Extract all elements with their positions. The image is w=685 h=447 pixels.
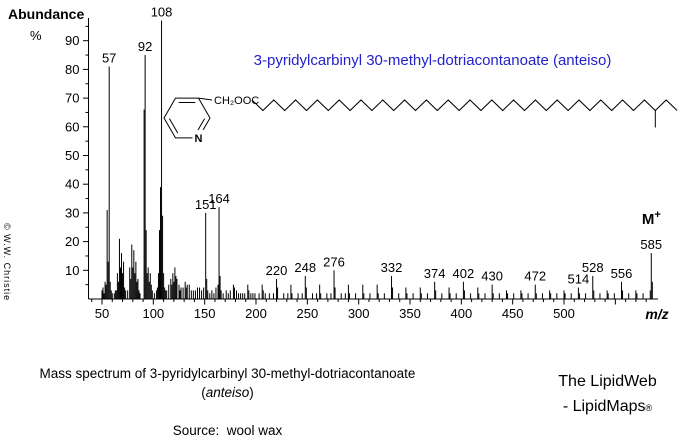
registered-mark: ®	[645, 403, 653, 413]
svg-text:150: 150	[194, 306, 216, 321]
svg-text:220: 220	[266, 263, 288, 278]
svg-text:30: 30	[65, 205, 79, 220]
svg-text:164: 164	[208, 191, 230, 206]
paren-open: (	[201, 385, 206, 400]
y-axis-title: Abundance	[8, 6, 85, 22]
svg-text:50: 50	[65, 148, 79, 163]
svg-text:430: 430	[481, 269, 503, 284]
svg-text:151: 151	[195, 197, 217, 212]
svg-text:10: 10	[65, 263, 79, 278]
x-axis-label: m/z	[645, 306, 668, 322]
svg-text:514: 514	[568, 272, 590, 287]
svg-text:40: 40	[65, 177, 79, 192]
source-line: Source: wool wax	[172, 423, 283, 438]
svg-text:57: 57	[102, 51, 116, 66]
brand-block: The LipidWeb - LipidMaps®	[535, 369, 680, 421]
svg-text:500: 500	[553, 306, 575, 321]
svg-text:276: 276	[323, 254, 345, 269]
svg-text:200: 200	[245, 306, 267, 321]
brand-line2: - LipidMaps®	[562, 398, 653, 415]
svg-text:50: 50	[95, 306, 109, 321]
svg-text:80: 80	[65, 62, 79, 77]
svg-text:556: 556	[611, 266, 633, 281]
svg-text:350: 350	[399, 306, 421, 321]
svg-text:332: 332	[381, 260, 403, 275]
svg-text:300: 300	[348, 306, 370, 321]
svg-text:374: 374	[424, 266, 446, 281]
svg-text:250: 250	[296, 306, 318, 321]
svg-text:585: 585	[640, 237, 662, 252]
brand-line1: The LipidWeb	[558, 373, 657, 390]
copyright-watermark: © W.W. Christie	[2, 223, 12, 302]
svg-text:528: 528	[582, 260, 604, 275]
svg-text:402: 402	[453, 266, 475, 281]
peak-lines	[101, 20, 653, 299]
svg-text:20: 20	[65, 234, 79, 249]
pyridine-nitrogen-label: N	[195, 133, 203, 145]
svg-text:108: 108	[151, 5, 173, 20]
paren-close: )	[249, 385, 254, 400]
caption-line1: Mass spectrum of 3-pyridylcarbinyl 30-me…	[39, 366, 416, 381]
svg-text:450: 450	[502, 306, 524, 321]
ester-group-label: CH₂OOC	[214, 95, 259, 107]
svg-text:70: 70	[65, 91, 79, 106]
spectrum-title: 3-pyridylcarbinyl 30-methyl-dotriacontan…	[253, 52, 612, 69]
svg-text:100: 100	[142, 306, 164, 321]
svg-text:248: 248	[294, 260, 316, 275]
molecule-structure: N CH₂OOC	[163, 95, 678, 145]
tick-labels: 10 20 30 40 50 60 70 80 90 50 100 150 200 250 300 350 40…	[65, 33, 575, 321]
svg-text:92: 92	[138, 39, 152, 54]
caption-italic-word: anteiso	[205, 385, 250, 400]
caption-line2: (anteiso)	[0, 385, 455, 400]
molecular-ion-label: M+	[642, 209, 661, 228]
svg-text:90: 90	[65, 33, 79, 48]
svg-text:472: 472	[524, 269, 546, 284]
svg-text:400: 400	[450, 306, 472, 321]
svg-text:60: 60	[65, 119, 79, 134]
y-axis-unit-label: %	[30, 28, 42, 43]
